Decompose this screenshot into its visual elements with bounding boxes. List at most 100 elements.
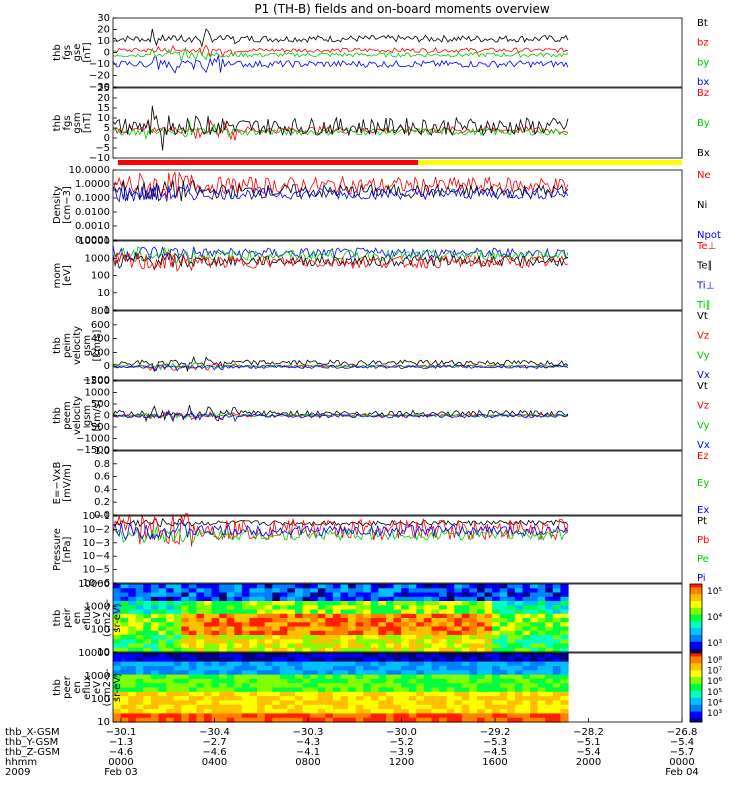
spectrogram-cell — [507, 657, 516, 663]
spectrogram-cell — [378, 596, 387, 602]
spectrogram-cell — [545, 643, 554, 649]
spectrogram-cell — [188, 700, 197, 706]
spectrogram-cell — [317, 700, 326, 706]
spectrogram-cell — [530, 613, 539, 619]
spectrogram-cell — [158, 643, 167, 649]
spectrogram-cell — [348, 588, 357, 594]
series-line-bz — [112, 44, 569, 59]
spectrogram-cell — [355, 588, 364, 594]
spectrogram-cell — [355, 683, 364, 689]
spectrogram-cell — [552, 704, 561, 710]
spectrogram-cell — [416, 700, 425, 706]
spectrogram-cell — [461, 670, 470, 676]
spectrogram-cell — [295, 622, 304, 628]
spectrogram-cell — [378, 700, 387, 706]
spectrogram-cell — [431, 613, 440, 619]
spectrogram-cell — [386, 609, 395, 615]
spectrogram-cell — [446, 643, 455, 649]
spectrogram-cell — [158, 647, 167, 653]
spectrogram-cell — [545, 653, 554, 658]
spectrogram-cell — [128, 683, 137, 689]
spectrogram-cell — [204, 717, 213, 723]
spectrogram-cell — [272, 601, 281, 606]
spectrogram-cell — [325, 709, 334, 714]
spectrogram-cell — [150, 670, 160, 676]
spectrogram-cell — [545, 704, 554, 710]
y-tick-label: 0 — [104, 48, 110, 59]
spectrogram-cell — [355, 709, 364, 714]
spectrogram-cell — [204, 661, 213, 667]
spectrogram-cell — [287, 643, 296, 649]
spectrogram-cell — [310, 653, 319, 658]
spectrogram-cell — [401, 596, 410, 602]
spectrogram-cell — [317, 709, 326, 714]
spectrogram-cell — [522, 626, 531, 632]
spectrogram-cell — [143, 601, 152, 606]
spectrogram-cell — [241, 674, 251, 680]
spectrogram-cell — [302, 691, 311, 697]
spectrogram-cell — [408, 592, 417, 598]
spectrogram-cell — [469, 696, 478, 701]
spectrogram-cell — [393, 609, 402, 615]
spectrogram-cell — [211, 661, 220, 667]
spectrogram-cell — [416, 618, 425, 623]
spectrogram-cell — [325, 704, 334, 710]
spectrogram-cell — [355, 653, 364, 658]
spectrogram-cell — [279, 665, 288, 671]
spectrogram-cell — [226, 678, 235, 684]
spectrogram-cell — [469, 674, 478, 680]
spectrogram-cell — [439, 717, 448, 723]
spectrogram-cell — [378, 674, 387, 680]
spectrogram-cell — [454, 657, 463, 663]
spectrogram-cell — [552, 661, 561, 667]
spectrogram-cell — [302, 717, 311, 723]
spectrogram-cell — [477, 635, 486, 640]
spectrogram-cell — [173, 596, 182, 602]
spectrogram-cell — [128, 661, 137, 667]
spectrogram-cell — [484, 588, 493, 594]
spectrogram-cell — [537, 618, 546, 623]
spectrogram-cell — [128, 639, 137, 645]
spectrogram-cell — [530, 665, 539, 671]
spectrogram-cell — [401, 639, 410, 645]
spectrogram-cell — [499, 601, 508, 606]
spectrogram-cell — [552, 592, 561, 598]
x-axis-value: −5.3 — [483, 737, 507, 748]
spectrogram-cell — [514, 643, 524, 649]
spectrogram-cell — [401, 678, 410, 684]
spectrogram-cell — [234, 683, 243, 689]
spectrogram-cell — [188, 657, 197, 663]
y-tick-label: 1000 — [85, 602, 110, 613]
spectrogram-cell — [423, 588, 433, 594]
spectrogram-cell — [188, 687, 197, 693]
spectrogram-cell — [257, 674, 266, 680]
spectrogram-cell — [530, 674, 539, 680]
spectrogram-cell — [446, 613, 455, 619]
spectrogram-cell — [492, 665, 501, 671]
spectrogram-cell — [113, 592, 122, 598]
spectrogram-cell — [166, 696, 175, 701]
spectrogram-cell — [499, 596, 508, 602]
spectrogram-cell — [340, 653, 349, 658]
spectrogram-cell — [128, 618, 137, 623]
spectrogram-cell — [408, 635, 417, 640]
spectrogram-cell — [158, 618, 167, 623]
spectrogram-cell — [211, 630, 220, 636]
spectrogram-cell — [454, 584, 463, 589]
spectrogram-cell — [181, 635, 190, 640]
spectrogram-cell — [484, 609, 493, 615]
spectrogram-cell — [173, 704, 182, 710]
spectrogram-cell — [143, 592, 152, 598]
spectrogram-cell — [287, 691, 296, 697]
spectrogram-cell — [355, 622, 364, 628]
spectrogram-cell — [272, 635, 281, 640]
spectrogram-cell — [234, 691, 243, 697]
spectrogram-cell — [257, 588, 266, 594]
spectrogram-cell — [135, 657, 144, 663]
spectrogram-cell — [454, 588, 463, 594]
spectrogram-cell — [499, 605, 508, 611]
spectrogram-cell — [302, 605, 311, 611]
spectrogram-cell — [173, 657, 182, 663]
spectrogram-cell — [181, 588, 190, 594]
